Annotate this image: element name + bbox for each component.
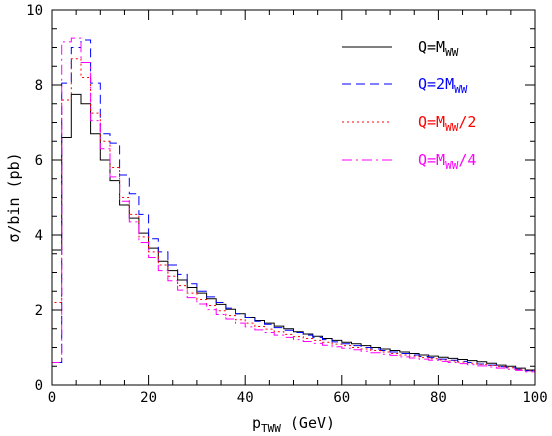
x-tick-label: 80	[430, 390, 447, 406]
legend-label-2: Q=2MWW	[418, 75, 468, 96]
x-tick-label: 20	[140, 390, 157, 406]
y-tick-label: 4	[35, 228, 43, 244]
x-axis-label-main: p	[252, 414, 261, 432]
x-tick-label: 0	[48, 390, 56, 406]
x-tick-label: 100	[522, 390, 547, 406]
x-tick-label: 60	[333, 390, 350, 406]
legend-label-1: Q=MWW	[418, 38, 459, 59]
legend-label-4: Q=MWW/4	[418, 151, 476, 172]
y-tick-label: 10	[26, 3, 43, 19]
x-axis-label: pTWW (GeV)	[252, 414, 335, 435]
series-line-2	[51, 39, 535, 385]
x-tick-label: 40	[237, 390, 254, 406]
series-line-3	[51, 58, 535, 385]
series-line-1	[51, 93, 535, 385]
x-axis-label-unit: (GeV)	[281, 414, 335, 432]
y-tick-label: 6	[35, 153, 43, 169]
legend: Q=MWW Q=2MWW Q=MWW/2 Q=MWW/4	[342, 38, 476, 172]
y-axis-label: σ/bin (pb)	[5, 152, 23, 242]
series-layer	[51, 37, 535, 385]
tick-layer: 0 20 40 60 80 100 0 2 4 6 8 10	[26, 3, 548, 406]
legend-label-3: Q=MWW/2	[418, 113, 476, 134]
y-tick-label: 0	[35, 378, 43, 394]
series-line-4	[51, 37, 535, 385]
y-tick-label: 2	[35, 303, 43, 319]
x-axis-label-sub: TWW	[261, 422, 281, 435]
y-tick-label: 8	[35, 78, 43, 94]
